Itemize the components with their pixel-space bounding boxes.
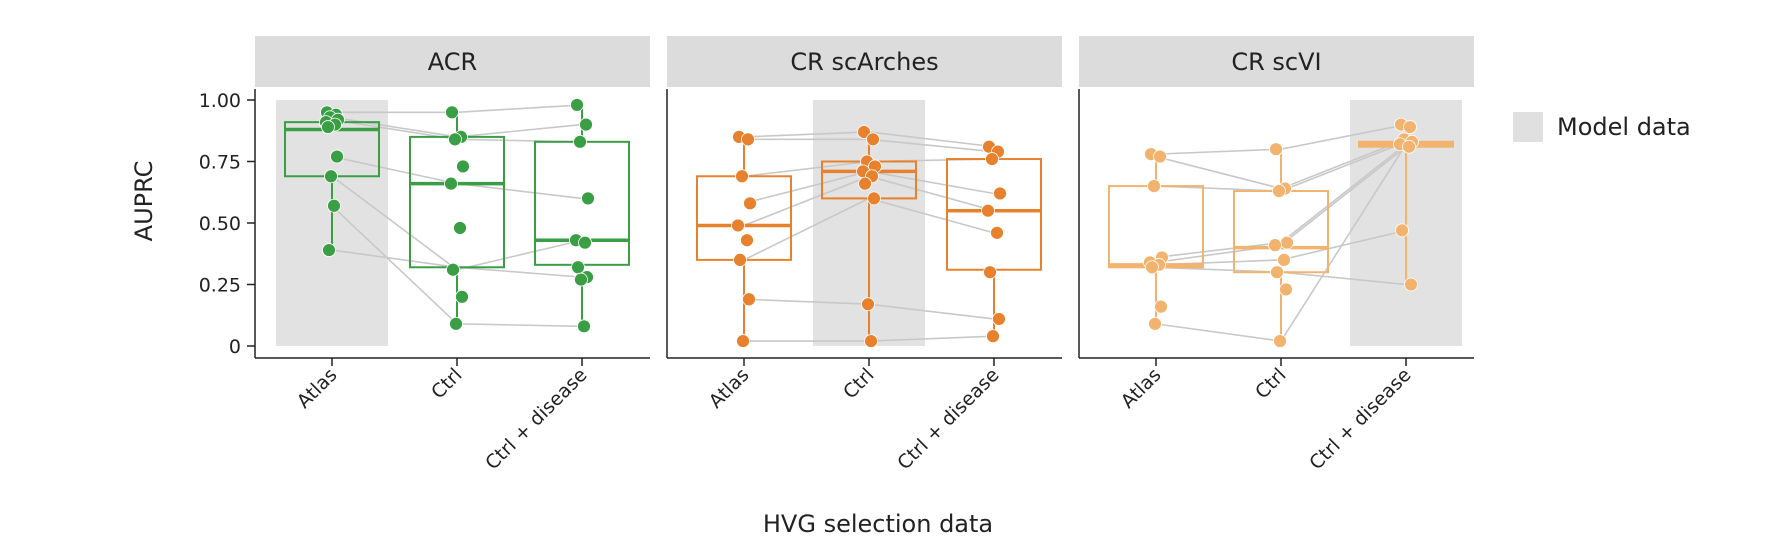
data-point	[327, 198, 341, 213]
data-point	[1145, 260, 1159, 275]
data-point	[985, 152, 999, 166]
x-tick-label: Atlas	[293, 364, 342, 413]
data-point	[981, 203, 995, 218]
data-point	[733, 252, 747, 267]
panel-title: ACR	[428, 48, 477, 76]
data-point	[866, 132, 880, 147]
x-tick-label: Ctrl	[427, 364, 466, 403]
data-point	[581, 191, 595, 206]
y-tick-label: 0	[229, 336, 241, 358]
data-point	[990, 225, 1004, 240]
y-tick-label: 1.00	[199, 90, 241, 112]
data-point	[867, 191, 881, 206]
data-point	[573, 134, 587, 149]
data-point	[577, 319, 591, 334]
box	[696, 175, 792, 261]
box	[409, 135, 505, 269]
panel-0: ACR Atlas Ctrl Ctrl + disease	[254, 36, 650, 474]
data-point	[574, 272, 588, 287]
data-point	[992, 312, 1006, 326]
data-point	[1279, 282, 1293, 297]
panel-title: CR scVI	[1231, 48, 1321, 76]
panel-strip	[1079, 36, 1474, 87]
data-point	[858, 176, 872, 191]
data-point	[740, 233, 754, 248]
x-axis-title: HVG selection data	[763, 510, 993, 538]
data-point	[1280, 235, 1294, 250]
data-point	[731, 218, 745, 233]
x-tick-label: Ctrl + disease	[1305, 364, 1415, 474]
data-point	[571, 260, 585, 275]
data-point	[1147, 179, 1161, 194]
data-point	[453, 221, 467, 235]
data-point	[322, 243, 336, 257]
data-point	[735, 169, 749, 184]
legend-label: Model data	[1557, 113, 1691, 141]
data-point	[444, 176, 458, 191]
data-point	[742, 292, 756, 307]
data-point	[330, 149, 344, 164]
panel-strip	[667, 36, 1062, 87]
y-axis-title: AUPRC	[130, 161, 158, 242]
legend: Model data	[1513, 112, 1691, 142]
data-point	[1154, 299, 1168, 314]
y-tick-label: 0.75	[199, 152, 241, 174]
y-tick-label: 0.25	[199, 275, 241, 297]
data-point	[445, 105, 459, 120]
data-point	[743, 196, 757, 211]
box	[946, 158, 1042, 271]
x-tick-label: Atlas	[1117, 364, 1166, 413]
data-point	[456, 159, 470, 174]
data-point	[857, 125, 871, 139]
data-point	[1270, 265, 1284, 280]
x-tick-label: Atlas	[705, 364, 754, 413]
x-tick-label: Ctrl	[1251, 364, 1290, 403]
x-tick-label: Ctrl + disease	[893, 364, 1003, 474]
data-point	[448, 132, 462, 147]
data-point	[864, 334, 878, 348]
data-point	[993, 186, 1007, 201]
data-point	[321, 120, 335, 134]
data-point	[1272, 184, 1286, 198]
panel-title: CR scArches	[790, 48, 938, 76]
legend-swatch	[1513, 112, 1543, 142]
data-point	[983, 265, 997, 280]
data-point	[1273, 334, 1287, 348]
data-point	[455, 289, 469, 304]
data-point	[1404, 277, 1418, 292]
data-point	[1268, 238, 1282, 253]
y-tick-label: 0.50	[199, 213, 241, 235]
data-point	[986, 329, 1000, 344]
data-point	[1269, 142, 1283, 157]
data-point	[1148, 316, 1162, 331]
data-point	[1153, 149, 1167, 164]
panel-2: CR scVI Atlas Ctrl Ctrl + disease	[1078, 36, 1474, 474]
data-point	[579, 117, 593, 132]
panel-1: CR scArches Atlas Ctrl Ctrl + disease	[666, 36, 1062, 474]
data-point	[736, 334, 750, 348]
data-point	[324, 169, 338, 184]
x-tick-label: Ctrl + disease	[481, 364, 591, 474]
data-point	[1402, 139, 1416, 154]
data-point	[446, 262, 460, 277]
data-point	[570, 98, 584, 112]
data-point	[1277, 252, 1291, 267]
x-tick-label: Ctrl	[839, 364, 878, 403]
panels: 0 0.25 0.50 0.75 1.00 ACR Atlas Ctrl Ctrl + dise…	[199, 36, 1474, 474]
data-point	[741, 132, 755, 147]
panel-strip	[255, 36, 650, 87]
data-point	[449, 316, 463, 331]
data-point	[1403, 120, 1417, 134]
data-point	[578, 235, 592, 250]
data-point	[1395, 223, 1409, 238]
data-point	[861, 297, 875, 312]
